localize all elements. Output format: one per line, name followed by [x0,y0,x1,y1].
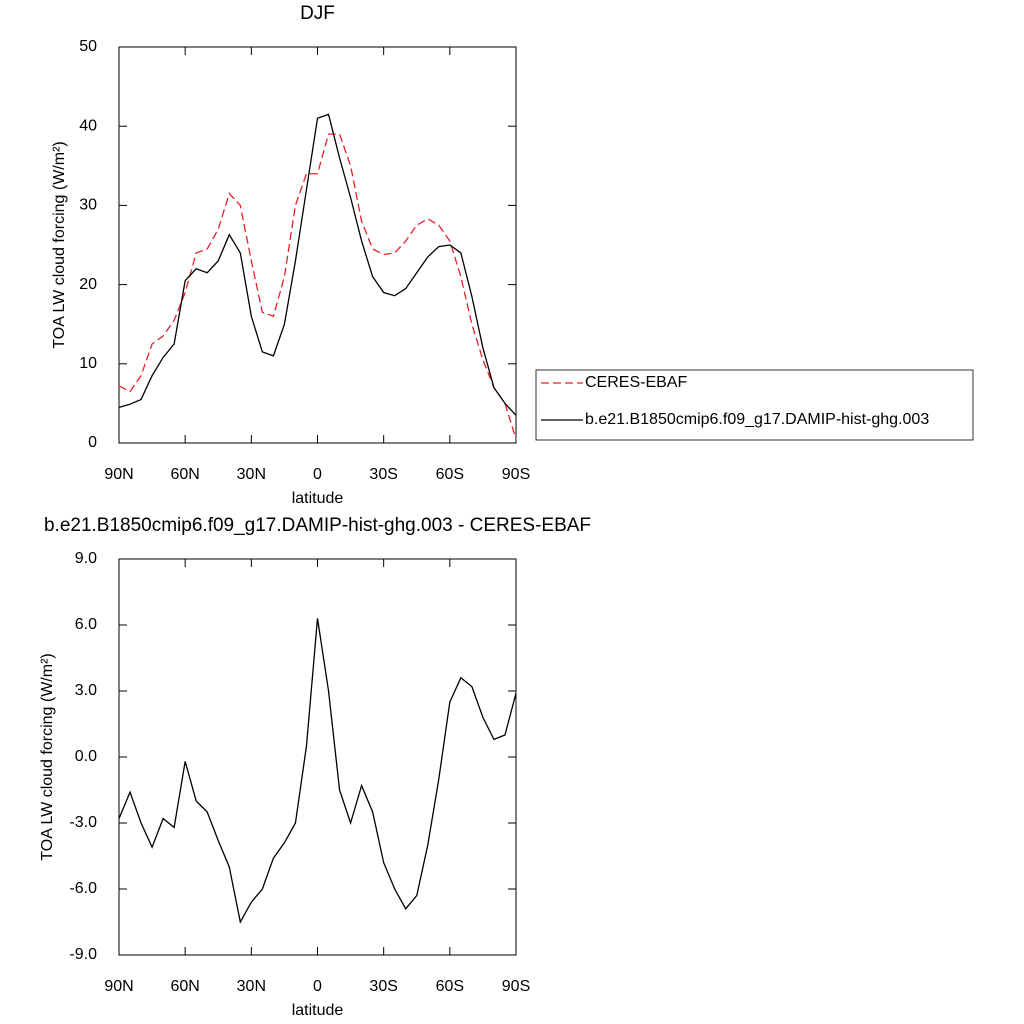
legend-label: b.e21.B1850cmip6.f09_g17.DAMIP-hist-ghg.… [585,411,929,428]
x-tick-label: 90S [502,466,530,483]
y-tick-label: 50 [79,38,97,55]
x-tick-label: 30N [237,978,266,995]
y-tick-label: 30 [79,197,97,214]
plot-frame [118,46,517,444]
series-line [118,618,517,924]
y-axis-label: TOA LW cloud forcing (W/m²) [39,653,56,860]
y-tick-label: 9.0 [75,550,97,567]
y-tick-label: 0.0 [75,748,97,765]
legend-label: CERES-EBAF [585,374,687,391]
y-tick-label: 6.0 [75,616,97,633]
y-tick-label: -6.0 [69,880,97,897]
x-tick-label: 60S [436,978,464,995]
x-axis-label: latitude [292,1002,344,1019]
x-tick-label: 90N [104,466,133,483]
legend-box [535,369,974,441]
y-tick-label: 0 [88,434,97,451]
y-tick-label: -3.0 [69,814,97,831]
series-line [118,133,517,440]
x-tick-label: 90N [104,978,133,995]
y-tick-label: 3.0 [75,682,97,699]
y-tick-label: 10 [79,355,97,372]
y-tick-label: 40 [79,117,97,134]
chart-title: DJF [300,3,335,24]
y-tick-label: 20 [79,276,97,293]
y-axis-label: TOA LW cloud forcing (W/m²) [51,141,68,348]
x-axis-label: latitude [292,490,344,507]
legend: CERES-EBAF b.e21.B1850cmip6.f09_g17.DAMIP… [535,369,974,441]
x-tick-label: 60N [170,466,199,483]
x-tick-label: 0 [313,466,322,483]
x-tick-label: 0 [313,978,322,995]
x-tick-label: 60N [170,978,199,995]
x-tick-label: 30S [369,466,397,483]
x-tick-label: 90S [502,978,530,995]
chart-title: b.e21.B1850cmip6.f09_g17.DAMIP-hist-ghg.… [44,515,591,536]
x-tick-label: 60S [436,466,464,483]
series-line [118,113,517,416]
x-tick-label: 30S [369,978,397,995]
x-tick-label: 30N [237,466,266,483]
y-tick-label: -9.0 [69,946,97,963]
